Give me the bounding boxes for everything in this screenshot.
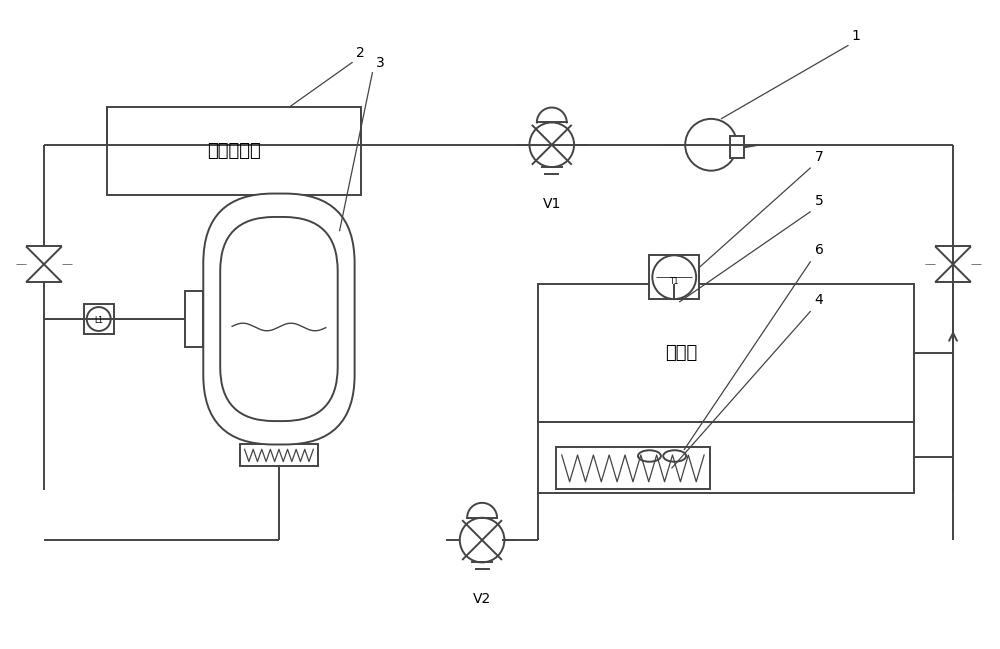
Text: 速冻仓: 速冻仓 [665,344,697,362]
Text: 2: 2 [356,46,364,60]
Text: 3: 3 [376,56,384,70]
Text: 7: 7 [815,150,823,164]
Bar [556,447,710,489]
Circle shape [685,119,737,171]
Bar [107,107,361,195]
Bar [538,284,914,422]
Text: 1: 1 [851,29,860,43]
FancyBboxPatch shape [220,217,338,421]
Bar [185,291,203,347]
Bar [538,422,914,493]
Circle shape [652,255,696,299]
Text: L1: L1 [94,315,103,324]
Circle shape [529,123,574,167]
Text: T1: T1 [670,276,679,286]
FancyBboxPatch shape [203,193,355,445]
Text: V2: V2 [473,592,491,606]
Text: V1: V1 [543,197,561,210]
Bar [730,136,744,158]
Text: 低温液化机: 低温液化机 [207,141,261,160]
Bar [84,304,114,334]
Circle shape [87,307,111,331]
Circle shape [460,518,504,563]
Bar [240,445,318,467]
Bar [649,255,699,299]
Text: 6: 6 [815,243,824,257]
Text: 5: 5 [815,193,823,208]
Text: 4: 4 [815,293,823,307]
